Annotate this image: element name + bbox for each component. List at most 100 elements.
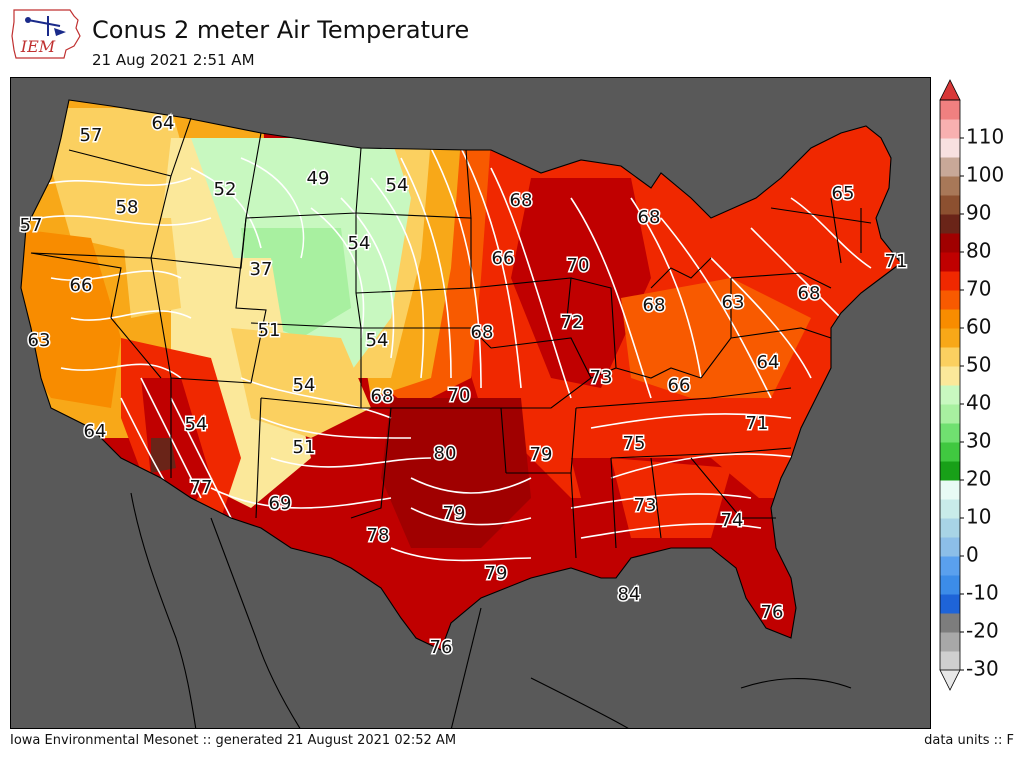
temperature-label: 71 [885, 251, 908, 272]
colorbar-segment [940, 537, 960, 557]
colorbar-tick-label: 50 [966, 353, 991, 377]
colorbar-segment [940, 138, 960, 158]
colorbar: -30 -20 -10 0 10 20 30 40 50 60 70 80 90 100 110 [938, 78, 1024, 692]
footer-units: data units :: F [924, 733, 1014, 748]
colorbar-tick-label: 20 [966, 467, 991, 491]
temperature-label: 54 [386, 175, 409, 196]
temperature-label: 68 [638, 207, 661, 228]
colorbar-segment [940, 100, 960, 120]
temperature-label: 74 [721, 510, 744, 531]
temperature-label: 78 [367, 525, 390, 546]
temperature-label: 37 [250, 259, 273, 280]
temperature-label: 65 [832, 183, 855, 204]
colorbar-segment [940, 385, 960, 405]
map-canvas: 57 64 52 49 54 58 57 54 37 68 66 70 68 65 71 66 51 63 54 68… [18, 99, 909, 728]
temperature-label: 70 [448, 385, 471, 406]
temperature-fill-layer [21, 100, 901, 650]
colorbar-frame [939, 99, 961, 671]
temperature-label: 73 [590, 367, 613, 388]
colorbar-segment [940, 347, 960, 367]
temperature-label: 63 [722, 292, 745, 313]
temperature-label: 80 [434, 443, 457, 464]
colorbar-tick-label: 90 [966, 201, 991, 225]
temperature-label: 66 [70, 275, 93, 296]
logo-text: IEM [20, 37, 56, 56]
colorbar-segment [940, 423, 960, 443]
temperature-label: 54 [366, 330, 389, 351]
temperature-label: 73 [634, 495, 657, 516]
temperature-label: 68 [371, 386, 394, 407]
colorbar-segment [940, 290, 960, 310]
colorbar-segment [940, 499, 960, 519]
colorbar-tick-label: 70 [966, 277, 991, 301]
temperature-label: 66 [492, 248, 515, 269]
temperature-label: 70 [567, 255, 590, 276]
colorbar-segment [940, 233, 960, 253]
colorbar-segment [940, 252, 960, 272]
colorbar-tick-label: 40 [966, 391, 991, 415]
temperature-label: 51 [293, 437, 316, 458]
temperature-label: 64 [152, 113, 175, 134]
temperature-label: 68 [510, 190, 533, 211]
colorbar-extend-low [939, 669, 961, 691]
colorbar-segment [940, 613, 960, 633]
colorbar-tick-label: 110 [966, 125, 1004, 149]
temperature-label: 66 [668, 375, 691, 396]
colorbar-segment [940, 594, 960, 614]
colorbar-tick-label: 100 [966, 163, 1004, 187]
temperature-label: 51 [258, 320, 281, 341]
temperature-label: 54 [348, 233, 371, 254]
colorbar-segment [940, 442, 960, 462]
temperature-label: 76 [430, 637, 453, 658]
temperature-label: 52 [214, 179, 237, 200]
colorbar-segment [940, 480, 960, 500]
page-title: Conus 2 meter Air Temperature [92, 16, 470, 44]
colorbar-segment [940, 556, 960, 576]
colorbar-tick-label: 0 [966, 543, 979, 567]
temperature-labels: 57 64 52 49 54 58 57 54 37 68 66 70 68 65 71 66 51 63 54 68… [18, 112, 909, 660]
temperature-label: 84 [618, 584, 641, 605]
temperature-label: 64 [84, 421, 107, 442]
colorbar-segment [940, 651, 960, 671]
colorbar-tick-label: 30 [966, 429, 991, 453]
temperature-label: 57 [20, 215, 43, 236]
temperature-label: 68 [471, 322, 494, 343]
colorbar-tick-label: 10 [966, 505, 991, 529]
colorbar-segment [940, 214, 960, 234]
temperature-label: 77 [190, 477, 213, 498]
colorbar-tick-label: -20 [966, 619, 999, 643]
temperature-label: 68 [798, 283, 821, 304]
colorbar-segment [940, 632, 960, 652]
colorbar-segment [940, 309, 960, 329]
iem-logo: IEM [8, 6, 86, 66]
temperature-label: 54 [185, 414, 208, 435]
colorbar-segment [940, 328, 960, 348]
temperature-map: 57 64 52 49 54 58 57 54 37 68 66 70 68 65 71 66 51 63 54 68… [10, 77, 931, 729]
page-subtitle: 21 Aug 2021 2:51 AM [92, 51, 255, 69]
colorbar-segment [940, 176, 960, 196]
temperature-label: 63 [28, 330, 51, 351]
colorbar-tick-label: -10 [966, 581, 999, 605]
temperature-label: 71 [746, 413, 769, 434]
footer-attribution: Iowa Environmental Mesonet :: generated … [10, 733, 457, 748]
colorbar-segment [940, 404, 960, 424]
colorbar-segment [940, 575, 960, 595]
temperature-label: 64 [757, 352, 780, 373]
colorbar-segment [940, 518, 960, 538]
colorbar-tick-label: -30 [966, 657, 999, 681]
temperature-label: 72 [561, 312, 584, 333]
colorbar-tick-label: 60 [966, 315, 991, 339]
colorbar-extend-high [939, 79, 961, 101]
temperature-label: 76 [761, 602, 784, 623]
mexico-coastline [130, 492, 852, 728]
temperature-label: 79 [485, 563, 508, 584]
isotherm-lines [30, 147, 872, 562]
colorbar-segment [940, 366, 960, 386]
temperature-label: 58 [116, 197, 139, 218]
colorbar-segment [940, 461, 960, 481]
temperature-label: 79 [530, 444, 553, 465]
temperature-label: 75 [623, 433, 646, 454]
temperature-label: 57 [80, 125, 103, 146]
colorbar-segment [940, 271, 960, 291]
temperature-label: 69 [269, 493, 292, 514]
